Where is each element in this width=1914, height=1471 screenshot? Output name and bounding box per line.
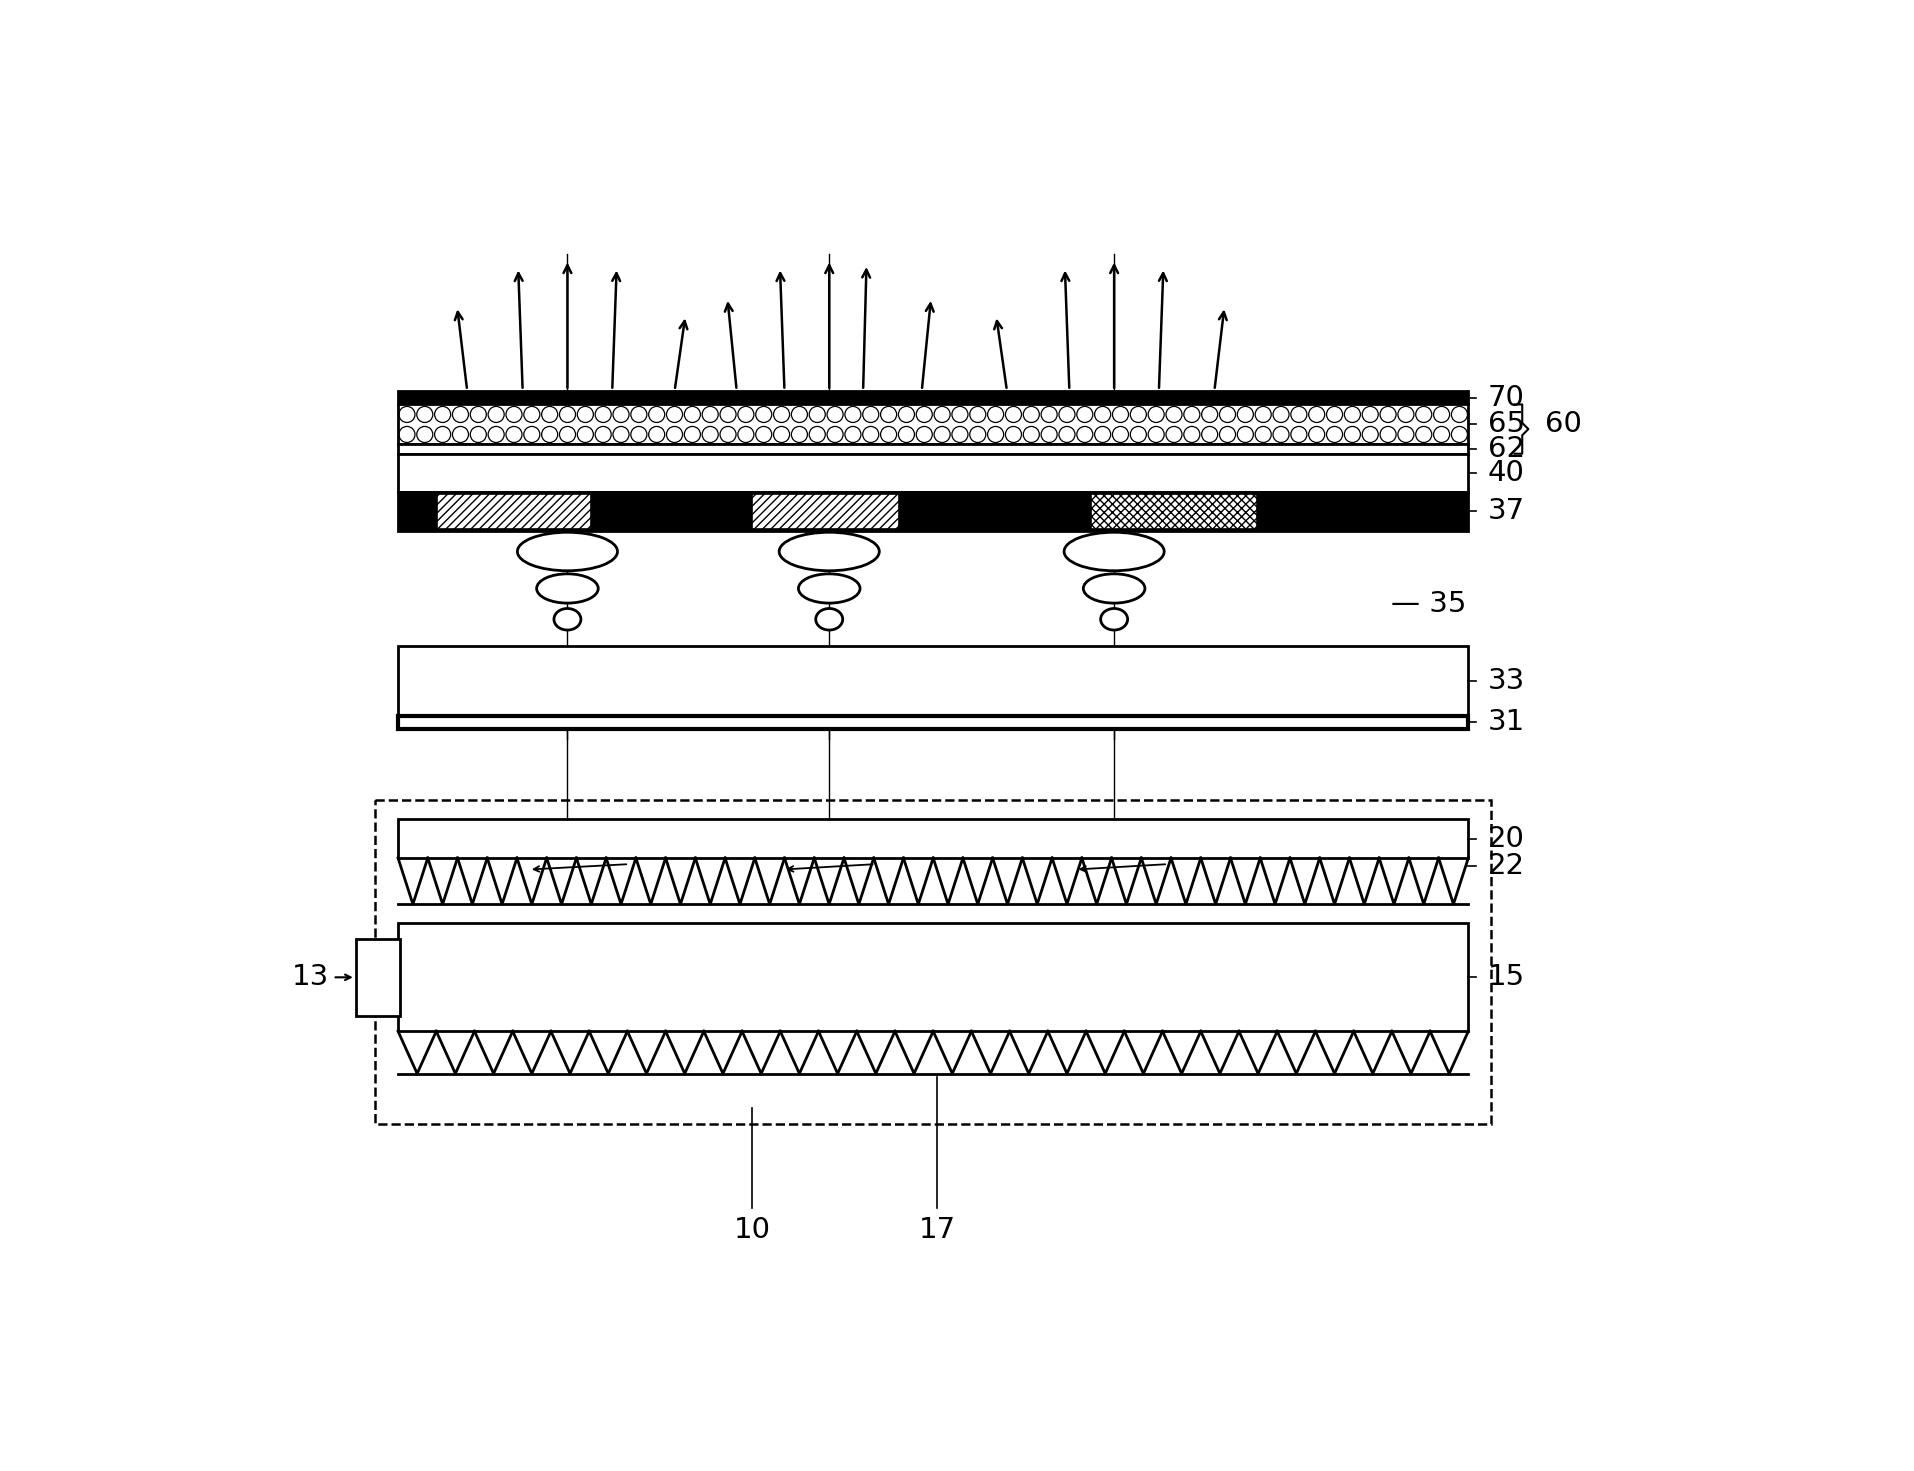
Text: 33: 33 — [1487, 666, 1525, 694]
Ellipse shape — [798, 574, 859, 603]
Ellipse shape — [517, 533, 618, 571]
Text: 22: 22 — [1487, 852, 1525, 880]
Ellipse shape — [553, 609, 582, 630]
Ellipse shape — [1101, 609, 1127, 630]
Bar — [398, 715, 1468, 730]
Bar — [398, 819, 1468, 858]
Text: 31: 31 — [1487, 709, 1525, 737]
Text: 37: 37 — [1487, 497, 1525, 525]
Text: 15: 15 — [1487, 964, 1525, 991]
Bar — [1091, 494, 1257, 530]
Bar — [375, 800, 1491, 1124]
Bar — [398, 493, 1468, 531]
Bar — [398, 924, 1468, 1031]
Text: 40: 40 — [1487, 459, 1524, 487]
Bar — [436, 494, 591, 530]
Ellipse shape — [1064, 533, 1164, 571]
Text: 62: 62 — [1487, 435, 1525, 463]
Ellipse shape — [779, 533, 879, 571]
Text: 10: 10 — [733, 1217, 771, 1244]
Text: 20: 20 — [1487, 825, 1524, 853]
Text: 65: 65 — [1487, 410, 1525, 438]
Ellipse shape — [1083, 574, 1145, 603]
Text: 70: 70 — [1487, 384, 1524, 412]
Bar — [398, 646, 1468, 715]
Ellipse shape — [815, 609, 842, 630]
Ellipse shape — [536, 574, 599, 603]
Text: — 35: — 35 — [1391, 590, 1466, 618]
Text: 13: 13 — [291, 964, 329, 991]
Bar — [752, 494, 898, 530]
Bar — [398, 405, 1468, 444]
Bar — [398, 444, 1468, 453]
Text: 17: 17 — [919, 1217, 955, 1244]
Text: 60: 60 — [1545, 410, 1583, 438]
Bar — [398, 453, 1468, 493]
Bar — [398, 391, 1468, 405]
Bar — [356, 938, 400, 1016]
